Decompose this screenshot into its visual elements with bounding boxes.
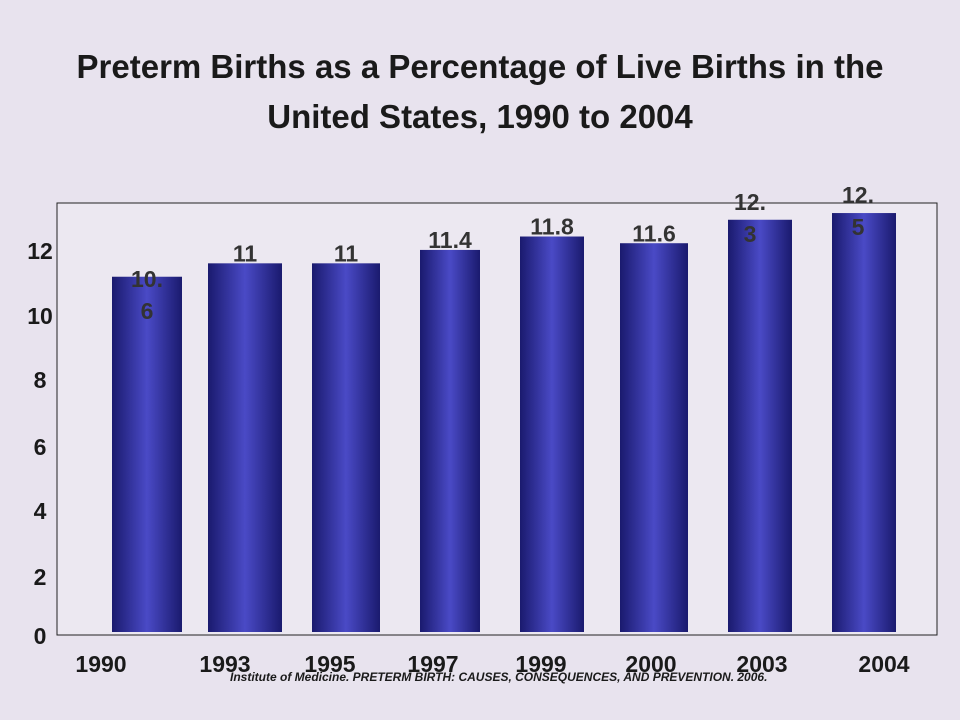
x-tick-label-1990: 1990 xyxy=(75,651,126,677)
x-tick-label-1997: 1997 xyxy=(407,651,458,677)
y-tick-label-8: 8 xyxy=(34,367,47,393)
x-tick-label-1993: 1993 xyxy=(199,651,250,677)
bar-1999 xyxy=(520,236,584,632)
bar-2000 xyxy=(620,243,688,632)
y-axis-ticks: 0 2 4 6 8 10 12 xyxy=(27,238,53,649)
bars xyxy=(112,213,896,632)
chart-title: Preterm Births as a Percentage of Live B… xyxy=(76,48,884,135)
data-label-2000: 11.6 xyxy=(632,220,676,246)
y-tick-label-0: 0 xyxy=(34,623,47,649)
x-tick-label-2003: 2003 xyxy=(736,651,787,677)
y-tick-label-12: 12 xyxy=(27,238,53,264)
bar-2003 xyxy=(728,219,792,632)
plot-area xyxy=(56,202,938,636)
x-tick-label-2004: 2004 xyxy=(858,651,909,677)
data-labels: 10. 6 11 11 11.4 11.8 11.6 12. 3 12. 5 xyxy=(131,182,874,324)
y-tick-label-4: 4 xyxy=(34,498,47,524)
bar-1995 xyxy=(312,263,380,632)
y-tick-label-2: 2 xyxy=(34,564,47,590)
bar-2004 xyxy=(832,213,896,632)
bar-1990 xyxy=(112,276,182,632)
data-label-1995: 11 xyxy=(334,240,359,266)
data-label-2004-line-1: 12. xyxy=(842,182,874,208)
data-label-2004-line-2: 5 xyxy=(852,214,865,240)
x-tick-label-2000: 2000 xyxy=(625,651,676,677)
data-label-1990-line-2: 6 xyxy=(141,298,154,324)
data-label-1999: 11.8 xyxy=(530,214,574,240)
y-tick-label-10: 10 xyxy=(27,303,53,329)
data-label-1990-line-1: 10. xyxy=(131,266,163,292)
source-note: Institute of Medicine. PRETERM BIRTH: CA… xyxy=(230,670,768,684)
bar-1993 xyxy=(208,263,282,632)
data-label-2003-line-1: 12. xyxy=(734,189,766,215)
data-label-2003-line-2: 3 xyxy=(744,221,757,247)
x-axis-labels: 1990 1993 1995 1997 1999 2000 2003 2004 xyxy=(75,651,909,677)
x-tick-label-1999: 1999 xyxy=(515,651,566,677)
y-tick-label-6: 6 xyxy=(34,434,47,460)
x-tick-label-1995: 1995 xyxy=(304,651,355,677)
data-label-1993: 11 xyxy=(233,240,258,266)
bar-1997 xyxy=(420,249,480,632)
data-label-1997: 11.4 xyxy=(428,227,472,253)
